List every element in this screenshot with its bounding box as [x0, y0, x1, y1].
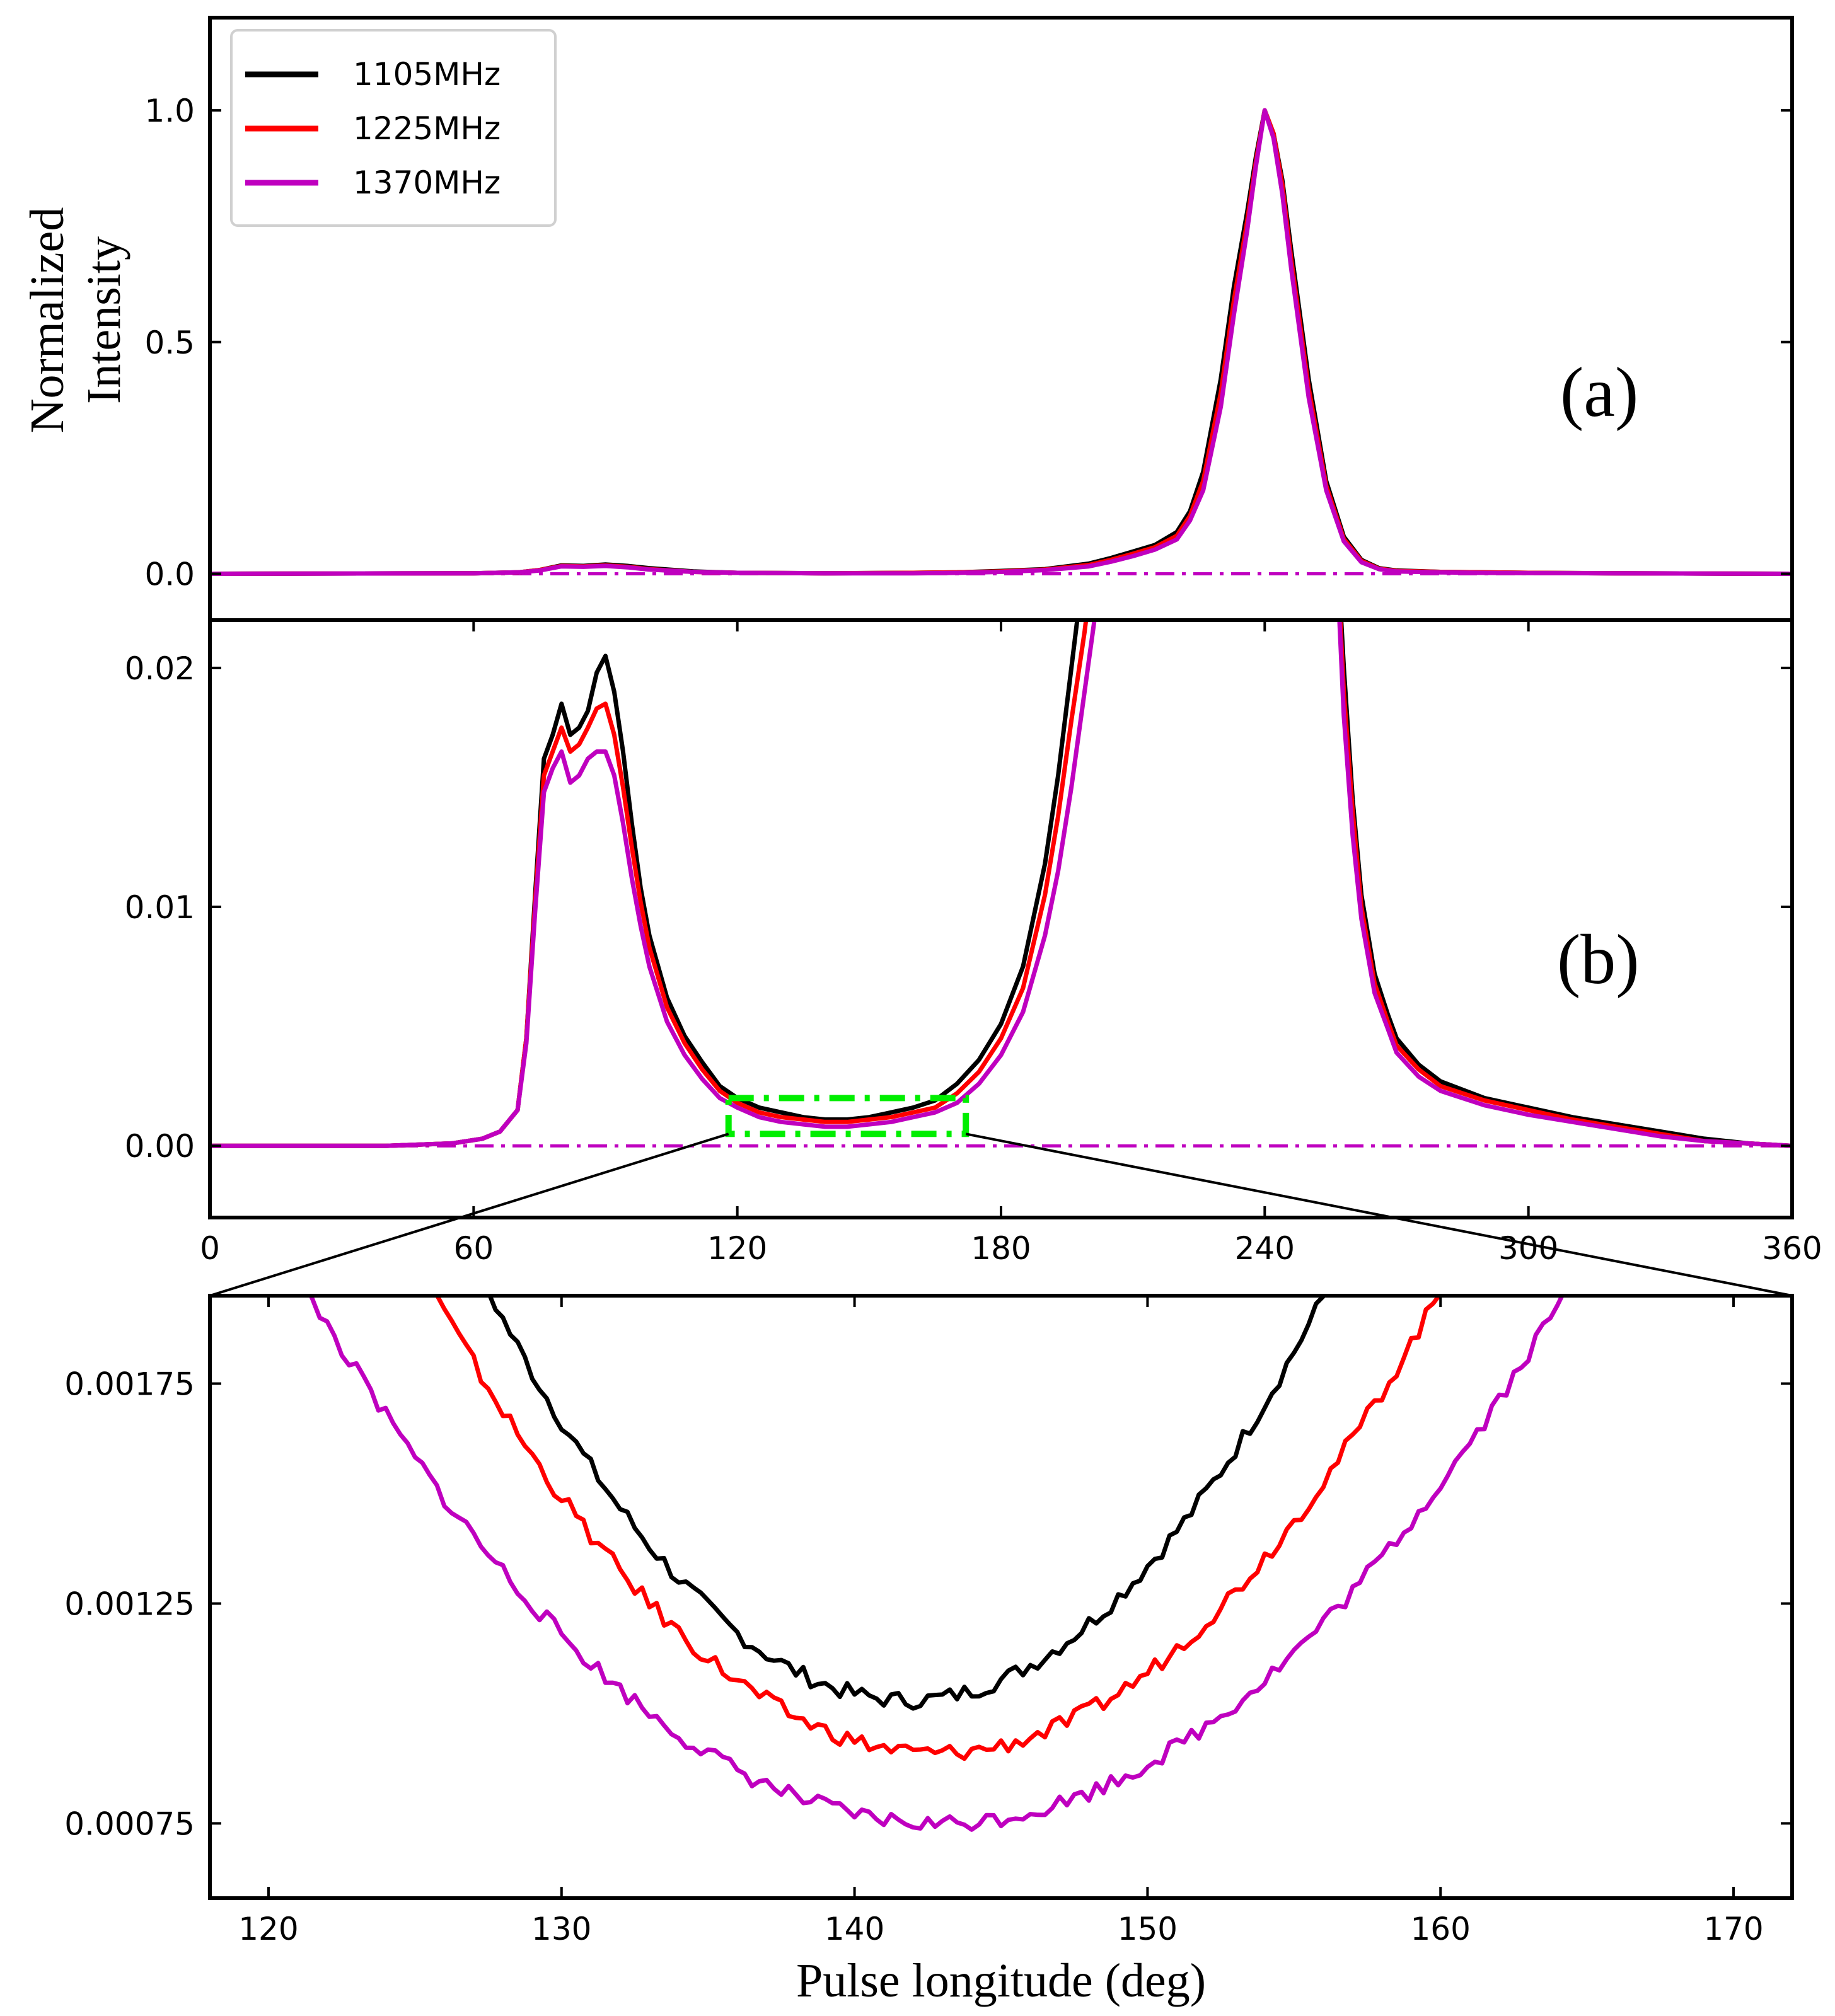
panel-b-xtick-label-1: 60 — [454, 1230, 494, 1267]
panel-c-xtick-label-5: 170 — [1703, 1911, 1763, 1947]
panel-a: 0.0 0.5 1.0 (a) Normalized Intensity 1105M… — [21, 16, 1794, 622]
panel-b-xtick-label-6: 360 — [1762, 1230, 1822, 1267]
panel-b-y-axis: 0.00 0.01 0.02 — [125, 650, 1792, 1165]
panel-b-xtick-label-2: 120 — [707, 1230, 767, 1267]
panel-b-xtick-label-4: 240 — [1235, 1230, 1295, 1267]
legend-label-1225: 1225MHz — [353, 110, 501, 147]
legend: 1105MHz 1225MHz 1370MHz — [230, 29, 557, 227]
legend-label-1105: 1105MHz — [353, 56, 501, 93]
panel-b-label: (b) — [1557, 921, 1640, 999]
panel-a-ytick-label-2: 1.0 — [144, 93, 195, 129]
panel-b-ytick-label-1: 0.01 — [125, 889, 195, 926]
panel-a-y-axis-title-line1: Normalized — [21, 207, 74, 434]
panel-b-series-line-1225MHz — [210, 620, 1792, 1148]
panel-a-y-axis-title-line2: Intensity — [78, 236, 130, 404]
x-axis-title: Pulse longitude (deg) — [796, 1954, 1206, 2007]
panel-b-ytick-label-0: 0.00 — [125, 1128, 195, 1165]
panel-c-ytick-label-1: 0.00125 — [64, 1586, 195, 1622]
panel-b: 0.000.010.02 0 60 120 180 240 300 360 (b) — [125, 618, 1822, 1267]
panel-c-series-line-1370MHz — [308, 1296, 1565, 1832]
panel-b-xtick-label-3: 180 — [971, 1230, 1031, 1267]
zoom-connector-left — [209, 1132, 729, 1297]
panel-c-y-axis: 0.00075 0.00125 0.00175 — [64, 1366, 1792, 1842]
panel-b-xtick-label-0: 0 — [200, 1230, 220, 1267]
panel-b-series-line-1370MHz — [210, 620, 1792, 1148]
panel-b-ytick-label-2: 0.02 — [125, 650, 195, 687]
panel-b-frame — [208, 618, 1794, 1219]
panel-a-plot-area — [210, 108, 1792, 576]
panel-c-xtick-label-1: 130 — [531, 1911, 591, 1947]
panel-c-x-axis: 120 130 140 150 160 170 — [238, 1296, 1764, 1947]
panel-a-ytick-label-1: 0.5 — [144, 325, 195, 361]
panel-c-xtick-label-0: 120 — [238, 1911, 298, 1947]
panel-a-ytick-label-0: 0.0 — [144, 556, 195, 592]
panel-a-label: (a) — [1560, 354, 1638, 432]
panel-a-y-axis: 0.0 0.5 1.0 — [144, 93, 1792, 592]
panel-c-xtick-label-4: 160 — [1411, 1911, 1471, 1947]
legend-box — [230, 29, 557, 227]
panel-b-plot-area — [210, 620, 1792, 1148]
panel-c-xtick-label-3: 150 — [1118, 1911, 1178, 1947]
panel-c-series-line-1105MHz — [487, 1296, 1326, 1711]
panel-c-ytick-label-2: 0.00175 — [64, 1366, 195, 1403]
panel-c: 0.00075 0.00125 0.00175 120 130 140 150 160 170… — [64, 1294, 1794, 2007]
panel-b-series-line-1105MHz — [210, 620, 1792, 1148]
panel-c-ytick-label-0: 0.00075 — [64, 1806, 195, 1842]
legend-label-1370: 1370MHz — [353, 164, 501, 201]
panel-c-plot-area — [308, 1296, 1565, 1832]
panel-c-xtick-label-2: 140 — [825, 1911, 884, 1947]
panel-c-series-line-1225MHz — [434, 1296, 1442, 1761]
zoom-connector-right — [965, 1132, 1793, 1297]
panel-c-frame — [208, 1294, 1794, 1900]
zoom-box — [725, 1095, 970, 1138]
panel-a-series-line-1370MHz — [210, 108, 1792, 576]
